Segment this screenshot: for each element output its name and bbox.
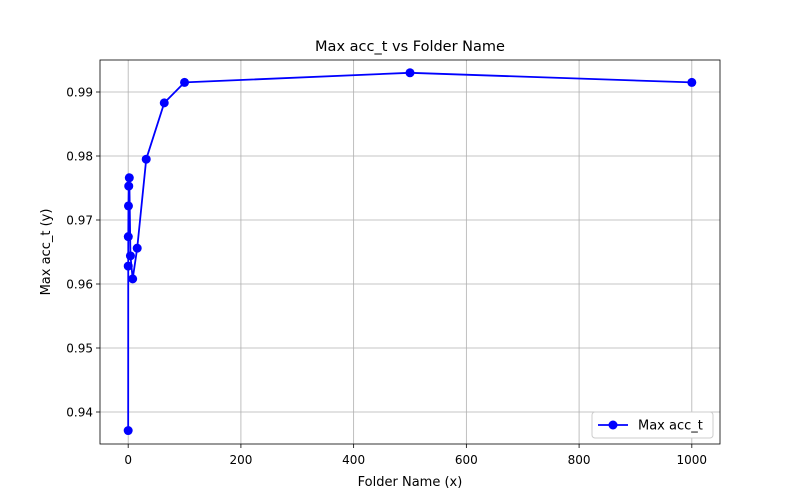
data-point xyxy=(687,77,697,87)
legend-label: Max acc_t xyxy=(638,419,703,434)
data-point xyxy=(124,173,134,183)
legend: Max acc_t xyxy=(591,411,714,439)
data-point xyxy=(141,154,151,164)
data-point xyxy=(128,274,138,284)
data-point xyxy=(405,68,415,78)
x-tick-label: 400 xyxy=(342,453,365,467)
legend-marker-swatch xyxy=(608,420,618,430)
y-tick-label: 0.94 xyxy=(66,406,93,420)
axes-layer: 0 200 400 600 800 1000 0.94 0.95 0.96 0.97 0.98 0.9… xyxy=(66,59,721,467)
x-tick-label: 1000 xyxy=(677,453,708,467)
y-tick-label: 0.95 xyxy=(66,342,93,356)
y-tick-label: 0.96 xyxy=(66,278,93,292)
y-tick-label: 0.99 xyxy=(66,86,93,100)
x-tick-label: 0 xyxy=(124,453,132,467)
data-point xyxy=(132,243,142,253)
plot-area xyxy=(100,60,720,444)
y-tick-label: 0.98 xyxy=(66,150,93,164)
data-point xyxy=(180,77,190,87)
data-point xyxy=(123,426,133,436)
x-tick-label: 600 xyxy=(455,453,478,467)
data-point xyxy=(125,251,135,261)
legend-box xyxy=(591,411,714,439)
data-point xyxy=(159,98,169,108)
data-point xyxy=(123,232,133,242)
x-tick-label: 800 xyxy=(568,453,591,467)
axes-frame xyxy=(99,59,721,445)
data-layer xyxy=(123,68,697,436)
y-tick-label: 0.97 xyxy=(66,214,93,228)
data-point xyxy=(123,201,133,211)
x-tick-label: 200 xyxy=(229,453,252,467)
x-axis-label: Folder Name (x) xyxy=(358,475,463,490)
data-point xyxy=(123,261,133,271)
data-point xyxy=(124,181,134,191)
y-axis-label: Max acc_t (y) xyxy=(39,209,54,296)
chart-title: Max acc_t vs Folder Name xyxy=(315,39,505,55)
